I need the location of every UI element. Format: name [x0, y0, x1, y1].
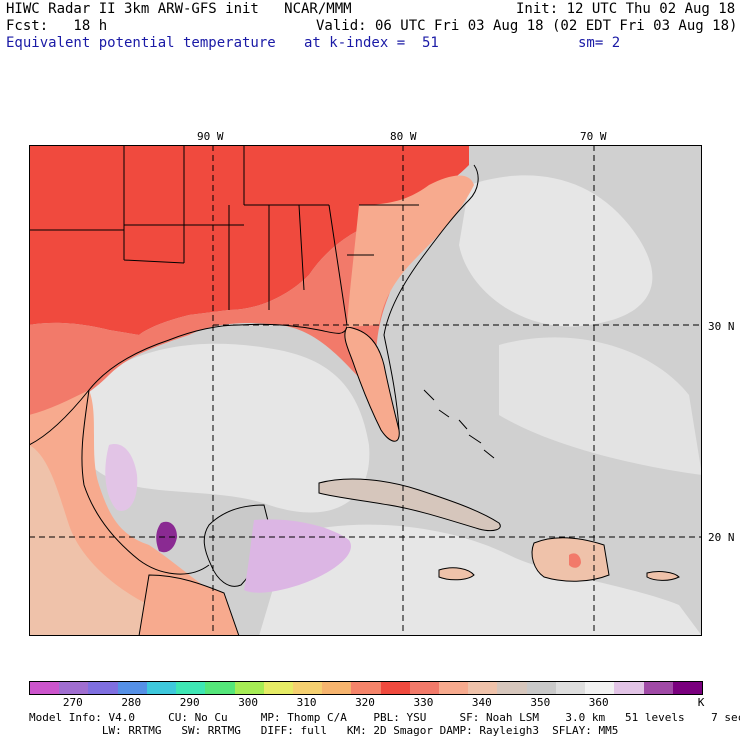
carolina-land [347, 175, 474, 327]
lilac-region-gulf [105, 444, 138, 511]
lat-label-20n: 20 N [708, 531, 735, 544]
colorbar-cell [585, 682, 615, 694]
lon-label-90w: 90 W [197, 130, 224, 143]
puerto-rico-land [646, 571, 680, 581]
map-canvas [29, 145, 702, 636]
colorbar-cell [672, 682, 703, 694]
mexico-pale-interior [29, 445, 179, 636]
us-land-warm [29, 215, 404, 415]
colorbar-tick-label: 320 [355, 696, 375, 709]
colorbar-tick-label: 340 [471, 696, 492, 709]
colorbar-tick-label: 270 [62, 696, 83, 709]
field-name: Equivalent potential temperature [6, 35, 276, 51]
gulf-coastline [29, 323, 348, 446]
colorbar-tick-label: 350 [530, 696, 551, 709]
colorbar-cell [497, 682, 528, 694]
colorbar-cell [30, 682, 60, 694]
colorbar-cell [117, 682, 148, 694]
colorbar-cell [526, 682, 557, 694]
model-info-line1: Model Info: V4.0 CU: No Cu MP: Thomp C/A… [29, 711, 740, 724]
colorbar-cell [59, 682, 89, 694]
colorbar-cell [322, 682, 352, 694]
colorbar-tick-label: 300 [238, 696, 259, 709]
colorbar-cell [263, 682, 294, 694]
lat-lon-grid [29, 145, 702, 636]
colorbar-tick-label: 330 [413, 696, 434, 709]
lon-label-70w: 70 W [580, 130, 607, 143]
colorbar-cell [234, 682, 265, 694]
bahamas-islands [423, 389, 495, 459]
mexico-coastline [81, 389, 210, 575]
state-borders [29, 145, 419, 326]
forecast-hour: Fcst: 18 h [6, 18, 108, 34]
colorbar-tick-label: 360 [588, 696, 609, 709]
colorbar-unit: K [697, 696, 705, 709]
colorbar-tick-label: 310 [296, 696, 317, 709]
colorbar-tick-label: 290 [179, 696, 200, 709]
map-border [29, 145, 702, 636]
colorbar-cell [614, 682, 645, 694]
colorbar-cell [439, 682, 469, 694]
colorbar-tick-label: 280 [121, 696, 142, 709]
colorbar-cell [176, 682, 206, 694]
colorbar-cell [380, 682, 411, 694]
colorbar-cell [146, 682, 177, 694]
central-america-land [138, 574, 240, 636]
colorbar-cell [643, 682, 674, 694]
caribbean-light-region [259, 524, 702, 636]
lon-label-80w: 80 W [390, 130, 417, 143]
level-index: at k-index = 51 [304, 35, 439, 51]
colorbar-cell [88, 682, 119, 694]
gulf-light-region [68, 343, 370, 513]
title-line: HIWC Radar II 3km ARW-GFS init NCAR/MMM [6, 1, 352, 17]
florida-land [344, 326, 400, 442]
colorbar-cell [205, 682, 235, 694]
valid-time: Valid: 06 UTC Fri 03 Aug 18 (02 EDT Fri … [316, 18, 738, 34]
smoothing: sm= 2 [578, 35, 621, 51]
us-land-hot [29, 145, 469, 335]
colorbar-cell [409, 682, 440, 694]
map-panel [29, 145, 702, 636]
model-info-line2: LW: RRTMG SW: RRTMG DIFF: full KM: 2D Sm… [29, 724, 619, 737]
colorbar [29, 681, 703, 695]
colorbar-cell [351, 682, 382, 694]
cuba-land [318, 478, 501, 532]
atlantic-coastline [383, 164, 479, 431]
purple-spot [156, 521, 177, 553]
lilac-region-caribbean [244, 519, 351, 593]
hispaniola-hot-spot [569, 553, 581, 568]
colorbar-cell [468, 682, 498, 694]
jamaica-land [438, 567, 475, 581]
colorbar-cell [555, 682, 586, 694]
atlantic-light-region [459, 175, 653, 327]
colorbar-cell [292, 682, 323, 694]
init-time: Init: 12 UTC Thu 02 Aug 18 [516, 1, 736, 17]
atlantic-light-region-2 [499, 337, 702, 475]
lat-label-30n: 30 N [708, 320, 735, 333]
